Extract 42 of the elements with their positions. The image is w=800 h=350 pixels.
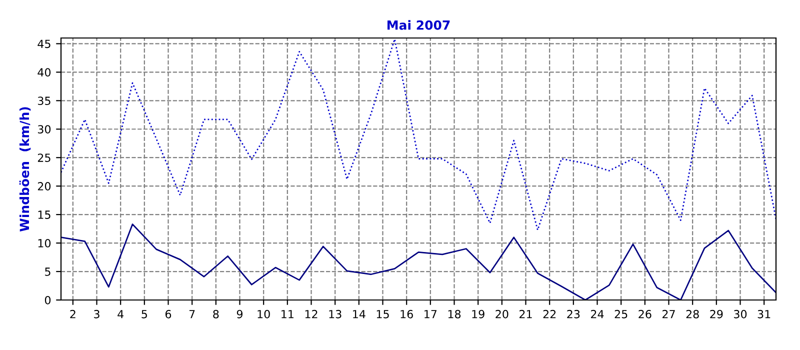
chart-title: Mai 2007 bbox=[388, 20, 450, 30]
x-tick-label: 5 bbox=[142, 310, 147, 318]
y-tick-label: 15 bbox=[38, 210, 50, 219]
x-tick-label: 23 bbox=[567, 310, 580, 318]
x-tick-label: 10 bbox=[258, 310, 270, 318]
x-tick-label: 4 bbox=[118, 310, 124, 318]
y-tick-label: 30 bbox=[38, 125, 51, 134]
y-tick-label: 5 bbox=[45, 268, 50, 276]
x-tick-label: 19 bbox=[472, 310, 484, 318]
y-axis-title: Windböen (km/h) bbox=[19, 107, 31, 232]
x-tick-label: 3 bbox=[94, 310, 100, 318]
x-tick-label: 25 bbox=[614, 310, 628, 318]
y-tick-label: 25 bbox=[38, 154, 50, 162]
x-tick-label: 14 bbox=[353, 310, 366, 318]
y-tick-label: 0 bbox=[44, 296, 51, 304]
x-tick-label: 24 bbox=[590, 310, 604, 318]
x-tick-label: 18 bbox=[448, 310, 461, 318]
y-tick-label: 20 bbox=[38, 182, 51, 190]
x-tick-label: 2 bbox=[70, 310, 76, 318]
x-tick-label: 31 bbox=[758, 310, 770, 318]
x-tick-label: 22 bbox=[543, 310, 556, 318]
y-tick-label: 40 bbox=[38, 68, 51, 77]
y-tick-label: 35 bbox=[38, 96, 50, 106]
x-tick-label: 29 bbox=[710, 310, 723, 318]
x-tick-label: 13 bbox=[329, 310, 342, 318]
x-tick-label: 11 bbox=[282, 310, 294, 318]
x-tick-label: 6 bbox=[165, 310, 172, 318]
x-tick-label: 27 bbox=[662, 310, 675, 318]
x-tick-label: 7 bbox=[189, 310, 195, 318]
y-tick-label: 10 bbox=[38, 239, 51, 248]
x-tick-label: 21 bbox=[519, 310, 532, 318]
x-tick-label: 15 bbox=[376, 310, 389, 318]
x-tick-label: 16 bbox=[400, 310, 413, 318]
x-tick-label: 26 bbox=[638, 310, 652, 318]
x-tick-label: 8 bbox=[213, 310, 219, 318]
x-tick-label: 17 bbox=[424, 310, 437, 318]
x-tick-label: 30 bbox=[734, 310, 747, 318]
x-tick-label: 9 bbox=[236, 310, 243, 318]
x-tick-label: 28 bbox=[686, 310, 699, 318]
y-tick-label: 45 bbox=[38, 40, 50, 48]
x-tick-label: 20 bbox=[496, 310, 508, 318]
x-tick-label: 12 bbox=[305, 310, 318, 318]
